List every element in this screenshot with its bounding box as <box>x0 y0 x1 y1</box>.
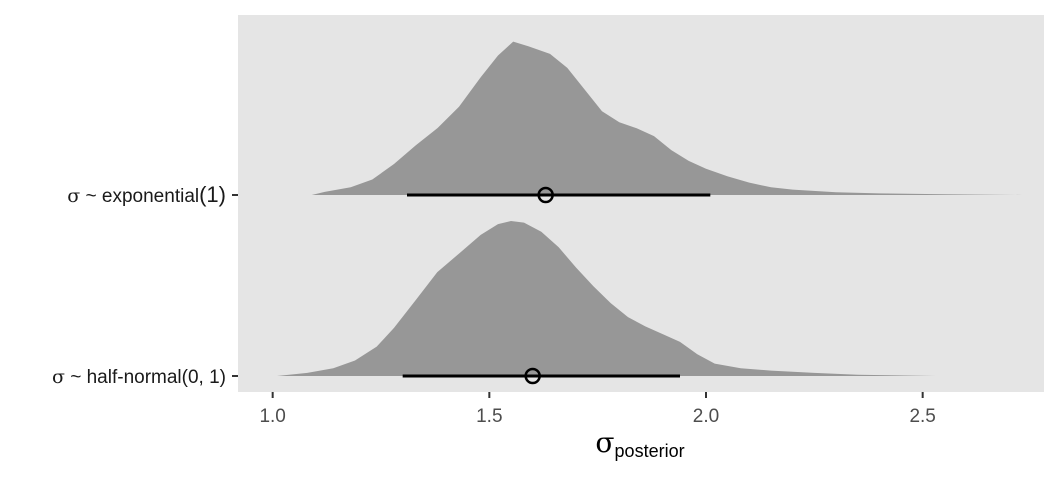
density-layer <box>277 41 1023 376</box>
x-axis-title-symbol: σ <box>595 426 614 459</box>
y-tick-label-symbol: σ <box>67 185 80 207</box>
interval-layer <box>402 186 711 385</box>
point-estimate-1 <box>537 186 554 204</box>
density-2 <box>277 221 936 376</box>
x-axis-title-subscript: posterior <box>615 441 685 461</box>
density-1 <box>311 41 1023 195</box>
y-tick-label-text: ~ half-normal(0, 1) <box>65 367 226 388</box>
y-tick-label-symbol: σ <box>52 366 65 388</box>
x-tick-label-3: 2.0 <box>693 406 719 427</box>
x-axis-title: σposterior <box>595 426 684 461</box>
x-tick-label-2: 1.5 <box>476 406 502 427</box>
y-tick-label-2: σ ~ half-normal(0, 1) <box>52 366 226 388</box>
y-tick-label-1: σ ~ exponential(1) <box>67 182 226 207</box>
x-tick-label-1: 1.0 <box>259 406 285 427</box>
x-tick-label-4: 2.5 <box>909 406 935 427</box>
y-tick-label-text: ~ exponential <box>80 186 199 207</box>
y-tick-label-arg: (1) <box>199 182 226 207</box>
y-axis: σ ~ exponential(1)σ ~ half-normal(0, 1) <box>52 182 238 388</box>
point-estimate-2 <box>524 367 541 385</box>
x-axis: 1.0 1.5 2.0 2.5 <box>259 392 936 427</box>
